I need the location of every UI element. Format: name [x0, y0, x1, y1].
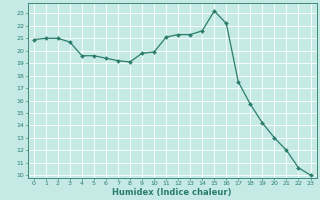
X-axis label: Humidex (Indice chaleur): Humidex (Indice chaleur) — [112, 188, 232, 197]
